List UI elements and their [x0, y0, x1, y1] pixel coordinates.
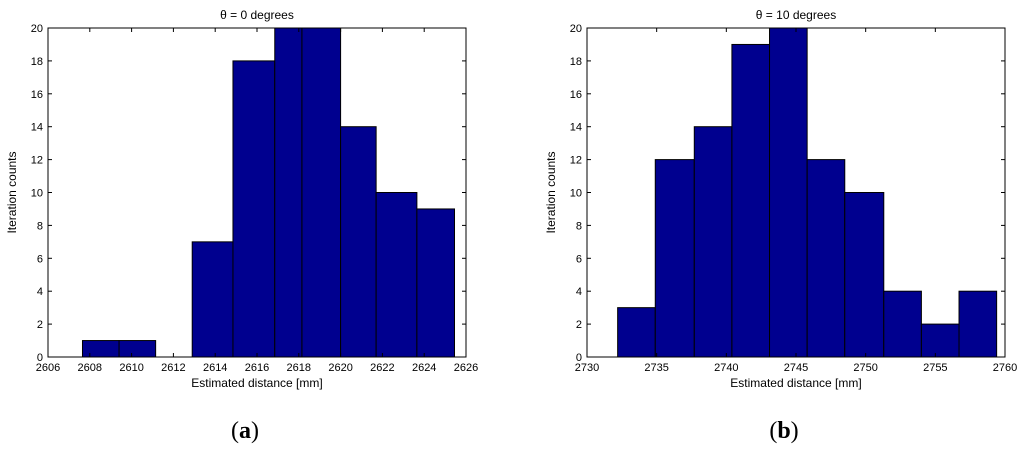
x-tick-label: 2618	[287, 362, 311, 374]
histogram-bar	[654, 159, 695, 358]
histogram-bar	[416, 208, 456, 358]
y-tick-label: 18	[31, 56, 43, 68]
y-tick-label: 6	[37, 253, 43, 265]
y-tick-label: 20	[570, 23, 582, 35]
histogram-a: 0 2 4 6 8 10 12 14 16 18 20 2606 2608 2610 2612 2614 261…	[5, 8, 478, 390]
x-axis-label: Estimated distance [mm]	[191, 376, 322, 390]
histogram-bar	[693, 126, 733, 358]
y-tick-label: 12	[31, 155, 43, 167]
x-tick-label: 2608	[78, 362, 102, 374]
histogram-bar	[883, 290, 922, 358]
x-tick-label: 2755	[923, 362, 947, 374]
y-axis-label: Iteration counts	[5, 151, 19, 233]
y-tick-label: 8	[37, 220, 43, 232]
y-axis-label: Iteration counts	[544, 151, 558, 233]
y-tick-label: 4	[37, 286, 43, 298]
y-tick-label: 10	[31, 188, 43, 200]
x-tick-label: 2616	[245, 362, 269, 374]
y-tick-label: 18	[570, 56, 582, 68]
y-tick-label: 12	[570, 155, 582, 167]
histogram-bar	[731, 43, 771, 358]
y-tick-label: 20	[31, 23, 43, 35]
histogram-bar	[920, 323, 960, 358]
histogram-bar	[118, 340, 157, 358]
y-tick-label: 10	[570, 188, 582, 200]
caption-a: (a)	[231, 418, 259, 444]
histogram-bar	[617, 307, 656, 358]
y-tick-label: 0	[576, 352, 582, 364]
x-tick-label: 2614	[203, 362, 227, 374]
histogram-bar	[806, 159, 846, 358]
x-tick-label: 2626	[454, 362, 478, 374]
x-tick-label: 2745	[784, 362, 808, 374]
y-tick-label: 8	[576, 220, 582, 232]
histogram-b: 0 2 4 6 8 10 12 14 16 18 20 2730 2735 2740 2745 2750 275…	[544, 8, 1017, 390]
y-tick-label: 6	[576, 253, 582, 265]
y-tick-label: 14	[31, 122, 43, 134]
histogram-bar	[844, 192, 885, 358]
histogram-bar	[340, 126, 377, 358]
y-tick-label: 16	[570, 89, 582, 101]
x-tick-label: 2624	[412, 362, 436, 374]
chart-title: θ = 0 degrees	[220, 8, 294, 22]
y-tick-label: 2	[37, 319, 43, 331]
histogram-bar	[958, 290, 998, 358]
histogram-bar	[769, 27, 808, 358]
y-tick-label: 0	[37, 352, 43, 364]
x-tick-label: 2735	[644, 362, 668, 374]
x-axis-label: Estimated distance [mm]	[730, 376, 861, 390]
histogram-bar	[81, 340, 120, 358]
x-tick-label: 2750	[853, 362, 877, 374]
y-tick-label: 16	[31, 89, 43, 101]
histogram-bar	[301, 27, 342, 358]
y-tick-label: 2	[576, 319, 582, 331]
histogram-bar	[274, 27, 303, 358]
chart-title: θ = 10 degrees	[756, 8, 836, 22]
x-tick-label: 2606	[36, 362, 60, 374]
x-tick-label: 2622	[370, 362, 394, 374]
histogram-bar	[375, 192, 418, 358]
y-tick-label: 14	[570, 122, 582, 134]
histogram-bar	[232, 60, 276, 358]
x-tick-label: 2612	[161, 362, 185, 374]
x-tick-label: 2610	[119, 362, 143, 374]
caption-b: (b)	[769, 418, 799, 444]
x-tick-label: 2740	[714, 362, 738, 374]
y-tick-label: 4	[576, 286, 582, 298]
x-tick-label: 2760	[993, 362, 1017, 374]
histogram-bar	[191, 241, 234, 358]
x-tick-label: 2730	[575, 362, 599, 374]
x-tick-label: 2620	[328, 362, 352, 374]
